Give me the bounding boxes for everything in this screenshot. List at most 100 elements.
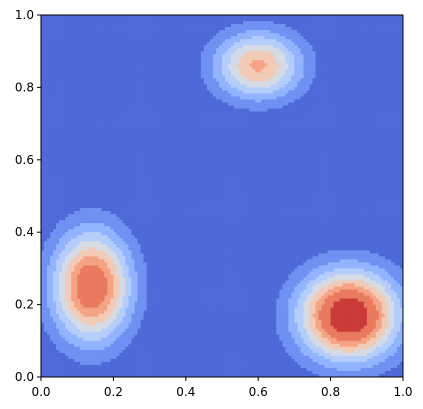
contour-cell — [391, 118, 394, 121]
contour-cell — [153, 51, 156, 54]
contour-cell — [258, 30, 261, 33]
contour-cell — [116, 39, 119, 42]
contour-cell — [291, 93, 294, 96]
contour-cell — [56, 133, 59, 136]
contour-cell — [237, 24, 240, 27]
contour-cell — [50, 130, 53, 133]
contour-cell — [228, 121, 231, 124]
contour-cell — [144, 130, 147, 133]
contour-cell — [328, 109, 331, 112]
contour-cell — [53, 51, 56, 54]
contour-cell — [367, 33, 370, 36]
contour-cell — [225, 93, 228, 96]
contour-cell — [376, 133, 379, 136]
contour-cell — [77, 90, 80, 93]
contour-cell — [294, 39, 297, 42]
contour-cell — [186, 72, 189, 75]
contour-cell — [122, 109, 125, 112]
contour-cell — [68, 27, 71, 30]
contour-cell — [285, 18, 288, 21]
contour-cell — [92, 66, 95, 69]
contour-cell — [313, 18, 316, 21]
contour-cell — [258, 87, 261, 90]
contour-cell — [279, 84, 282, 87]
contour-cell — [391, 30, 394, 33]
contour-cell — [252, 60, 255, 63]
contour-cell — [258, 69, 261, 72]
contour-cell — [237, 33, 240, 36]
contour-cell — [101, 139, 104, 142]
contour-cell — [162, 54, 165, 57]
contour-cell — [92, 63, 95, 66]
contour-cell — [216, 81, 219, 84]
contour-cell — [370, 15, 373, 18]
contour-cell — [228, 24, 231, 27]
contour-cell — [174, 127, 177, 130]
contour-cell — [322, 124, 325, 127]
contour-cell — [174, 60, 177, 63]
contour-cell — [89, 36, 92, 39]
contour-cell — [162, 81, 165, 84]
contour-cell — [328, 75, 331, 78]
contour-cell — [144, 99, 147, 102]
contour-cell — [237, 78, 240, 81]
contour-cell — [168, 87, 171, 90]
contour-cell — [370, 78, 373, 81]
contour-cell — [56, 18, 59, 21]
contour-cell — [195, 30, 198, 33]
contour-cell — [334, 136, 337, 139]
contour-cell — [180, 27, 183, 30]
contour-cell — [68, 78, 71, 81]
contour-cell — [71, 121, 74, 124]
contour-cell — [261, 121, 264, 124]
contour-cell — [201, 30, 204, 33]
contour-cell — [195, 57, 198, 60]
contour-cell — [240, 121, 243, 124]
contour-cell — [165, 78, 168, 81]
contour-cell — [132, 84, 135, 87]
contour-cell — [65, 66, 68, 69]
contour-cell — [198, 42, 201, 45]
contour-cell — [116, 102, 119, 105]
contour-cell — [144, 48, 147, 51]
contour-cell — [288, 93, 291, 96]
contour-cell — [95, 121, 98, 124]
contour-cell — [44, 24, 47, 27]
contour-cell — [47, 33, 50, 36]
contour-cell — [373, 106, 376, 109]
contour-cell — [98, 48, 101, 51]
contour-cell — [285, 33, 288, 36]
contour-cell — [316, 99, 319, 102]
contour-cell — [216, 39, 219, 42]
contour-cell — [71, 21, 74, 24]
contour-cell — [192, 133, 195, 136]
contour-cell — [322, 118, 325, 121]
contour-cell — [44, 124, 47, 127]
contour-cell — [159, 60, 162, 63]
contour-cell — [252, 112, 255, 115]
contour-cell — [110, 15, 113, 18]
contour-cell — [147, 69, 150, 72]
contour-cell — [364, 106, 367, 109]
contour-cell — [125, 42, 128, 45]
contour-cell — [186, 36, 189, 39]
contour-cell — [228, 30, 231, 33]
contour-cell — [261, 51, 264, 54]
contour-cell — [249, 75, 252, 78]
contour-cell — [234, 72, 237, 75]
contour-cell — [252, 139, 255, 142]
contour-cell — [291, 78, 294, 81]
contour-cell — [171, 24, 174, 27]
contour-cell — [231, 90, 234, 93]
contour-cell — [216, 33, 219, 36]
contour-cell — [334, 15, 337, 18]
contour-cell — [156, 36, 159, 39]
contour-cell — [125, 115, 128, 118]
contour-cell — [186, 18, 189, 21]
contour-cell — [119, 81, 122, 84]
contour-cell — [300, 27, 303, 30]
contour-cell — [282, 102, 285, 105]
contour-cell — [331, 118, 334, 121]
contour-cell — [80, 72, 83, 75]
